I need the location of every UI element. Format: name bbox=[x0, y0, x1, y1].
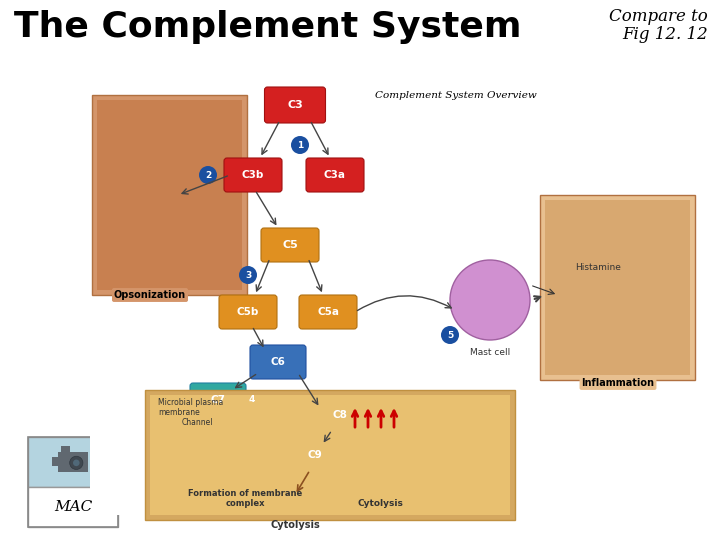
FancyBboxPatch shape bbox=[190, 383, 246, 417]
Text: C9: C9 bbox=[307, 450, 323, 460]
FancyBboxPatch shape bbox=[299, 295, 357, 329]
FancyBboxPatch shape bbox=[250, 345, 306, 379]
Circle shape bbox=[369, 68, 374, 73]
Text: C5a: C5a bbox=[317, 307, 339, 317]
FancyBboxPatch shape bbox=[284, 438, 346, 472]
Bar bbox=[359, 58, 366, 62]
Bar bbox=[145, 390, 515, 520]
FancyBboxPatch shape bbox=[219, 295, 277, 329]
Bar bbox=[61, 447, 70, 452]
Bar bbox=[328, 57, 583, 109]
Text: C6: C6 bbox=[271, 357, 285, 367]
Text: Inflammation: Inflammation bbox=[582, 378, 654, 388]
Text: Formation of membrane
complex: Formation of membrane complex bbox=[188, 489, 302, 508]
Text: C8: C8 bbox=[333, 410, 348, 420]
Circle shape bbox=[243, 391, 261, 409]
Text: C5: C5 bbox=[282, 240, 298, 250]
Bar bbox=[28, 487, 118, 527]
Circle shape bbox=[73, 460, 80, 466]
Bar bbox=[90, 55, 660, 515]
FancyBboxPatch shape bbox=[224, 158, 282, 192]
Bar bbox=[328, 82, 583, 109]
Bar bbox=[97, 100, 242, 290]
Bar bbox=[353, 66, 357, 73]
Circle shape bbox=[291, 136, 309, 154]
Bar bbox=[52, 457, 58, 466]
Bar bbox=[92, 95, 247, 295]
Circle shape bbox=[450, 260, 530, 340]
Circle shape bbox=[239, 266, 257, 284]
Text: C3: C3 bbox=[287, 100, 303, 110]
Text: 5: 5 bbox=[447, 330, 453, 340]
Text: C5b: C5b bbox=[237, 307, 259, 317]
Text: Complement System Overview: Complement System Overview bbox=[374, 91, 536, 100]
Bar bbox=[545, 200, 690, 375]
Text: Mast cell: Mast cell bbox=[470, 348, 510, 357]
Circle shape bbox=[441, 326, 459, 344]
FancyBboxPatch shape bbox=[306, 158, 364, 192]
Text: Cytolysis: Cytolysis bbox=[357, 499, 403, 508]
Text: C3b: C3b bbox=[242, 170, 264, 180]
Circle shape bbox=[366, 65, 377, 76]
Circle shape bbox=[70, 456, 83, 469]
FancyBboxPatch shape bbox=[264, 87, 325, 123]
Circle shape bbox=[199, 166, 217, 184]
Text: Compare to: Compare to bbox=[609, 8, 708, 25]
Text: C3a: C3a bbox=[324, 170, 346, 180]
Text: 2: 2 bbox=[205, 171, 211, 179]
Bar bbox=[357, 62, 381, 77]
Text: Fig 12. 12: Fig 12. 12 bbox=[622, 26, 708, 43]
Bar bbox=[328, 57, 583, 82]
Text: Microbial plasma
membrane: Microbial plasma membrane bbox=[158, 398, 223, 417]
Text: Opsonization: Opsonization bbox=[114, 290, 186, 300]
FancyBboxPatch shape bbox=[261, 228, 319, 262]
Bar bbox=[28, 437, 118, 487]
Bar bbox=[540, 195, 695, 380]
FancyBboxPatch shape bbox=[312, 398, 368, 432]
Bar bbox=[58, 452, 89, 471]
Text: 3: 3 bbox=[245, 271, 251, 280]
Text: 4: 4 bbox=[249, 395, 255, 404]
Bar bbox=[150, 395, 510, 515]
Text: Histamine: Histamine bbox=[575, 264, 621, 273]
Text: Cytolysis: Cytolysis bbox=[270, 520, 320, 530]
Text: C7: C7 bbox=[210, 395, 225, 405]
Text: MAC: MAC bbox=[54, 500, 92, 514]
Text: Channel: Channel bbox=[182, 418, 214, 427]
Text: 1: 1 bbox=[297, 140, 303, 150]
Text: The Complement System: The Complement System bbox=[14, 10, 521, 44]
Bar bbox=[28, 437, 118, 527]
